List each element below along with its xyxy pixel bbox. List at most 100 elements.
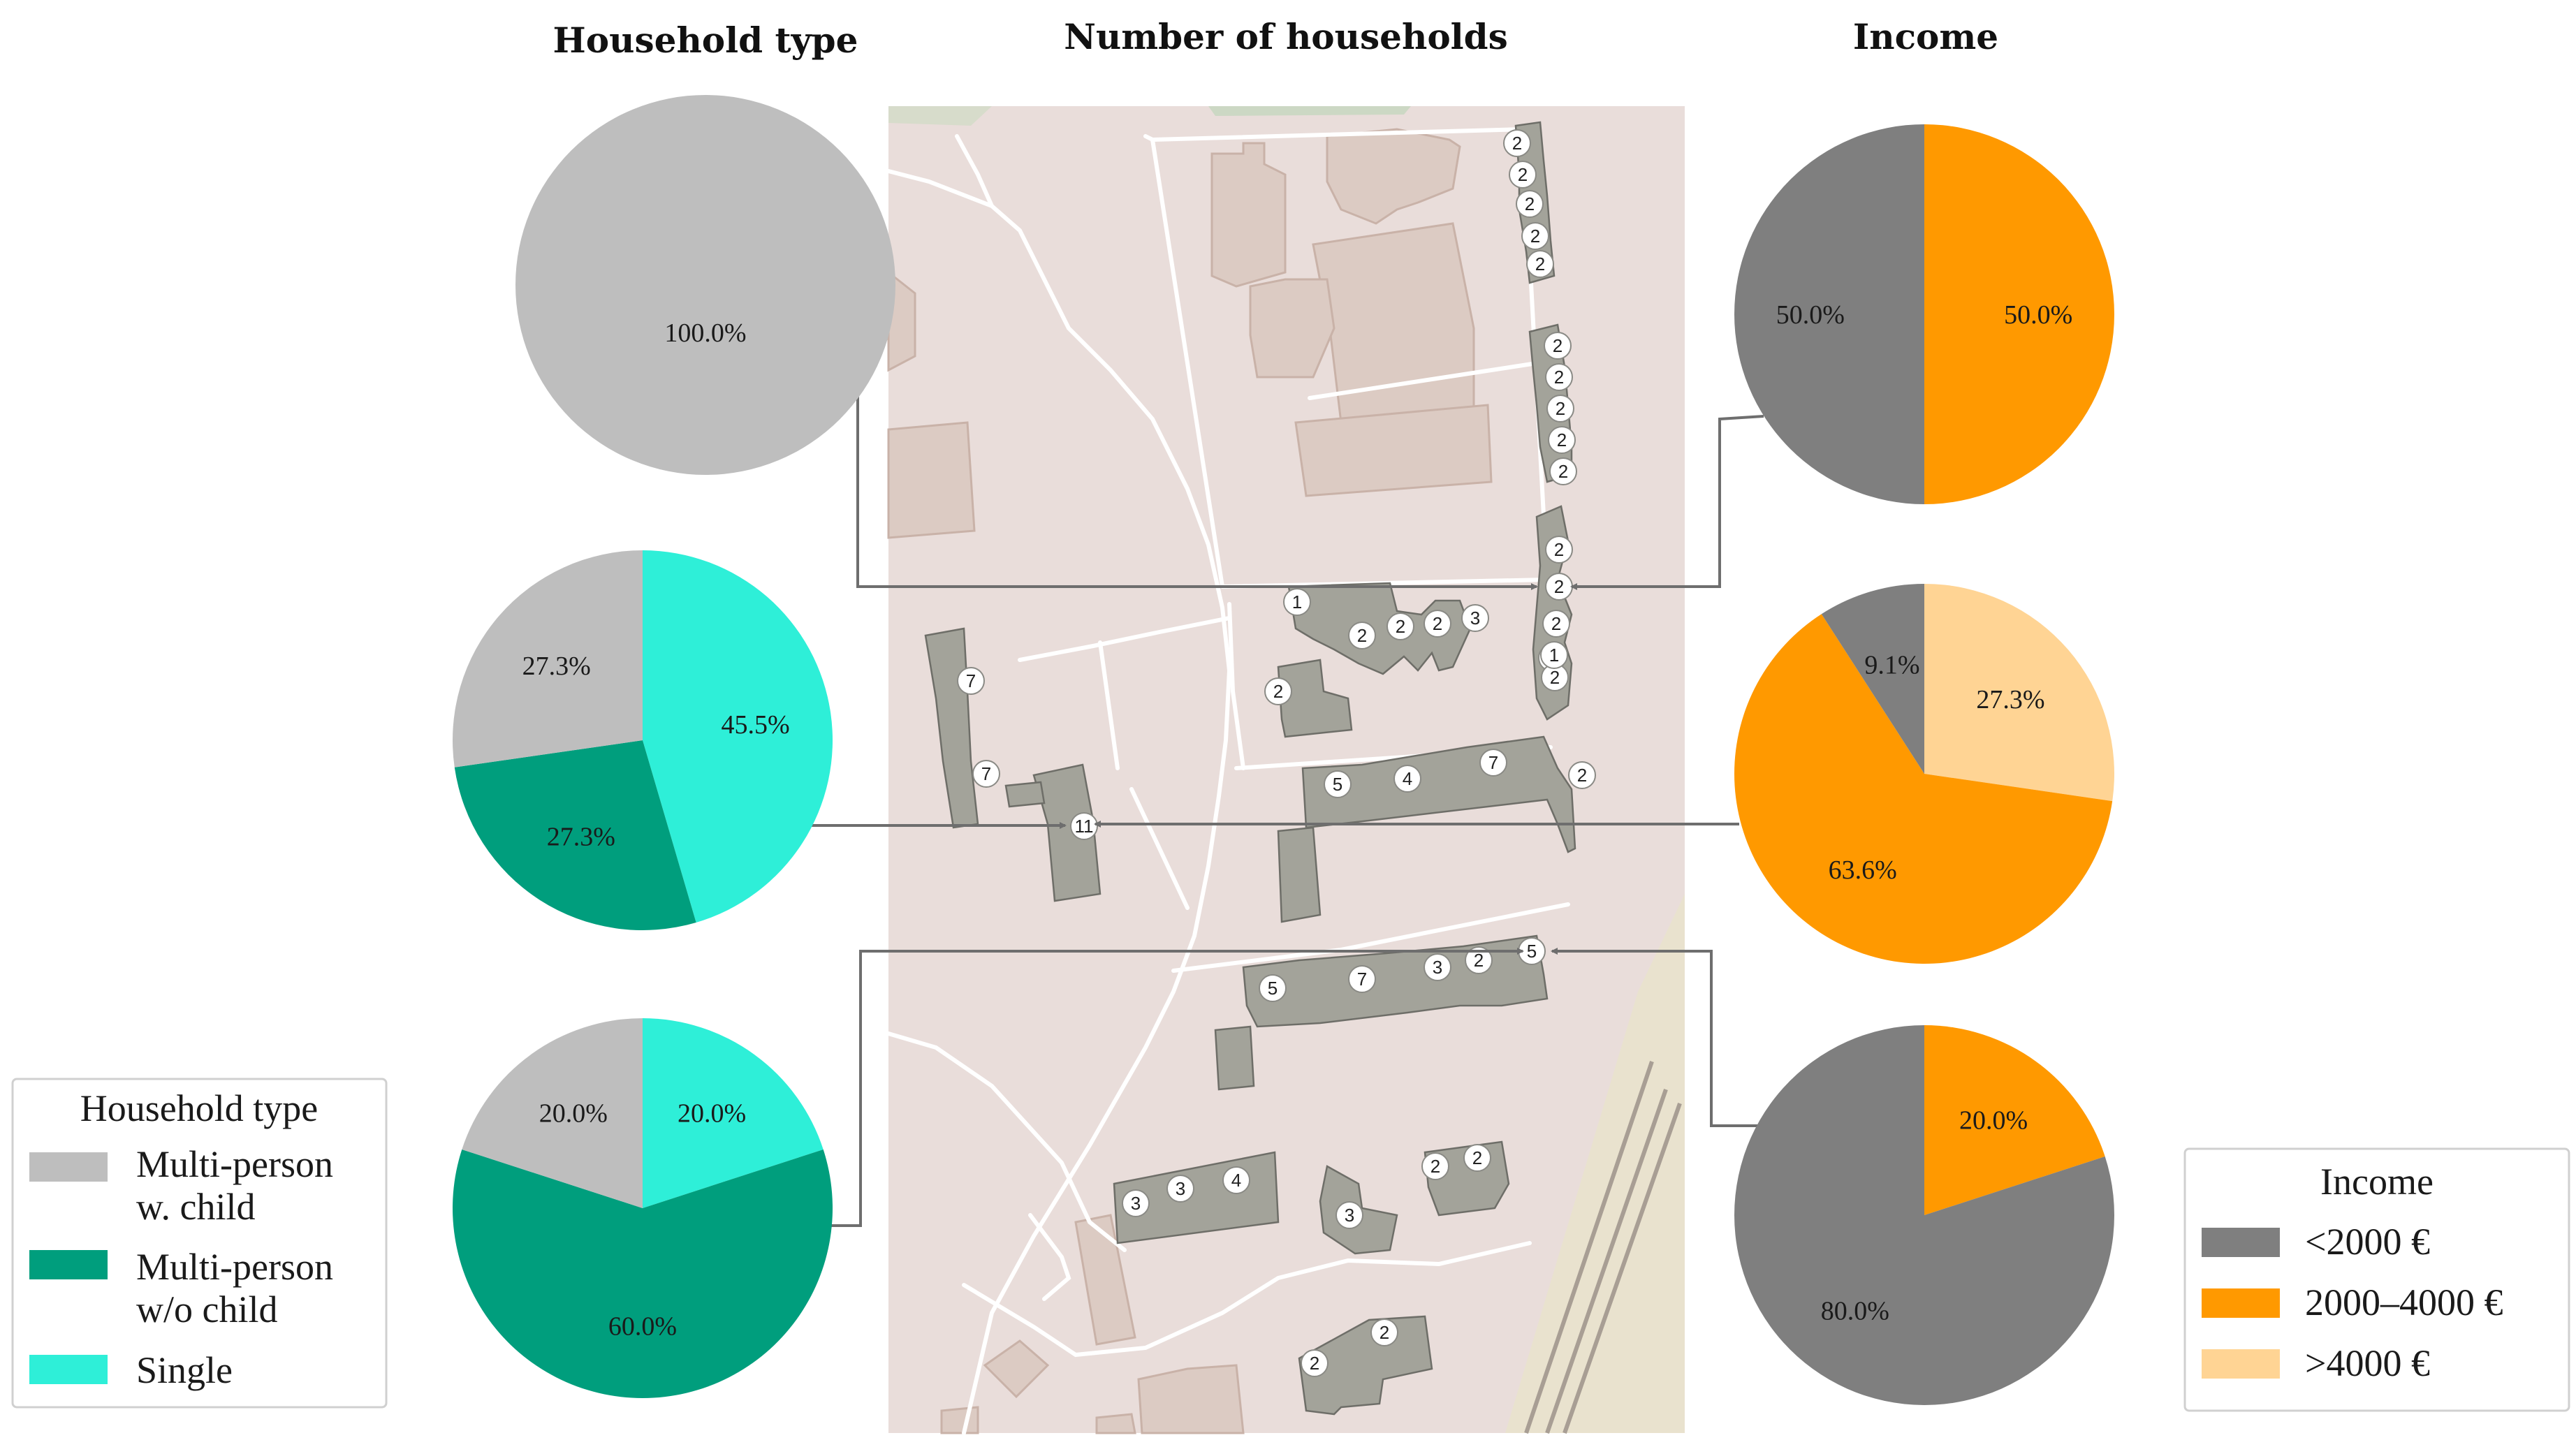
pie-label: 63.6%	[1829, 855, 1897, 885]
legend-swatch-2000-4000	[2202, 1288, 2280, 1318]
legend-label-2000-4000: 2000–4000 €	[2305, 1281, 2503, 1323]
household-marker	[1540, 641, 1568, 669]
household-marker	[1544, 332, 1572, 360]
connector-income-top	[1570, 415, 1764, 590]
income-legend: Income <2000 € 2000–4000 € >4000 €	[2183, 1147, 2570, 1412]
pie-label: 100.0%	[664, 318, 746, 348]
household-count: 2	[1474, 950, 1484, 971]
household-marker	[1283, 588, 1311, 616]
legend-swatch-multi-child	[29, 1152, 108, 1182]
pie-slice-multi_child	[452, 550, 643, 767]
household-count: 2	[1554, 539, 1564, 560]
household-marker	[1122, 1189, 1150, 1217]
household-count: 2	[1525, 193, 1535, 214]
household-marker	[1526, 250, 1554, 278]
pie-slice-gt4000	[1924, 584, 2114, 802]
pie-slice-mid	[1924, 124, 2114, 504]
pie-household-type-bottom: 20.0% 60.0% 20.0%	[452, 1018, 833, 1398]
pie-label: 20.0%	[678, 1099, 746, 1129]
household-count: 4	[1403, 768, 1412, 789]
pie-label: 20.0%	[1959, 1106, 2028, 1136]
household-marker	[1324, 770, 1352, 798]
household-marker	[1545, 536, 1573, 564]
household-marker	[1463, 1144, 1491, 1172]
household-count: 1	[1549, 645, 1559, 666]
household-marker	[1301, 1349, 1329, 1377]
household-marker	[1424, 610, 1451, 638]
legend-label-single: Single	[136, 1349, 233, 1391]
pie-label: 50.0%	[2004, 300, 2072, 330]
pie-slice-single	[643, 550, 833, 923]
legend-swatch-multi-no-child	[29, 1250, 108, 1279]
legend-swatch-gt4000	[2202, 1349, 2280, 1379]
pie-income-bottom: 20.0% 80.0%	[1734, 1025, 2114, 1405]
household-count: 2	[1535, 254, 1545, 274]
household-marker	[1503, 129, 1531, 157]
green-area	[888, 106, 992, 126]
pie-label: 27.3%	[522, 652, 591, 681]
household-marker	[1222, 1166, 1250, 1194]
pie-label: 27.3%	[1976, 685, 2044, 714]
pie-slice-single	[643, 1018, 824, 1208]
pie-label: 9.1%	[1864, 650, 1919, 680]
legend-label-multi-child-line1: Multi-person	[136, 1143, 333, 1185]
number-of-households-title: Number of households	[1064, 16, 1508, 57]
legend-label-lt2000: <2000 €	[2305, 1221, 2430, 1263]
pie-label: 20.0%	[539, 1099, 608, 1129]
household-marker	[1421, 1152, 1449, 1180]
household-type-title: Household type	[553, 20, 858, 61]
background-buildings	[887, 128, 1493, 1434]
pie-slice-multi_child	[515, 95, 895, 475]
household-count: 2	[1273, 681, 1283, 702]
household-marker	[1386, 612, 1414, 640]
pie-slice-lt2000	[1734, 1025, 2114, 1405]
legend-title: Income	[2320, 1161, 2434, 1203]
household-count: 3	[1176, 1178, 1185, 1199]
household-marker	[1370, 1319, 1398, 1346]
household-marker	[1465, 946, 1493, 974]
household-marker	[1548, 426, 1576, 454]
household-marker	[1509, 161, 1537, 189]
income-title: Income	[1853, 16, 1998, 57]
household-marker	[972, 760, 1000, 788]
railway-tracks	[1524, 1061, 1682, 1434]
legend-frame	[2183, 1147, 2570, 1412]
household-count: 2	[1557, 429, 1567, 450]
household-count: 5	[1268, 978, 1278, 999]
household-count: 3	[1345, 1205, 1354, 1226]
household-count: 2	[1551, 613, 1561, 634]
household-count: 3	[1131, 1193, 1141, 1214]
household-marker	[1461, 604, 1489, 632]
household-marker	[1335, 1201, 1363, 1229]
household-count: 2	[1518, 164, 1528, 185]
household-count: 2	[1550, 667, 1560, 688]
household-marker	[1549, 457, 1577, 485]
legend-label-multi-no-child-line2: w/o child	[136, 1288, 277, 1330]
household-count: 2	[1558, 461, 1568, 482]
household-marker	[1348, 622, 1376, 649]
household-count: 1	[1292, 592, 1302, 612]
pie-slice-lt2000	[1734, 124, 1924, 504]
household-count: 2	[1433, 613, 1442, 634]
household-markers: 2222222222222221122232771154725732533432…	[957, 129, 1596, 1377]
household-marker	[1542, 610, 1570, 638]
household-marker	[1348, 965, 1376, 993]
pie-label: 60.0%	[608, 1312, 677, 1342]
household-marker	[1545, 363, 1573, 391]
household-marker	[957, 667, 985, 695]
household-count: 2	[1430, 1156, 1440, 1177]
household-marker	[1424, 953, 1451, 981]
pie-slice-mid	[1924, 1025, 2105, 1215]
household-count: 2	[1553, 335, 1563, 356]
household-count: 2	[1554, 576, 1564, 597]
household-count: 11	[1075, 816, 1094, 837]
household-count: 7	[981, 763, 991, 784]
household-count: 7	[966, 670, 976, 691]
household-count: 2	[1530, 226, 1540, 247]
legend-title: Household type	[80, 1087, 318, 1129]
household-count: 7	[1357, 969, 1367, 990]
household-count: 3	[1433, 957, 1442, 978]
household-marker	[1166, 1175, 1194, 1203]
pie-slice-multi_no_child	[452, 1149, 833, 1398]
